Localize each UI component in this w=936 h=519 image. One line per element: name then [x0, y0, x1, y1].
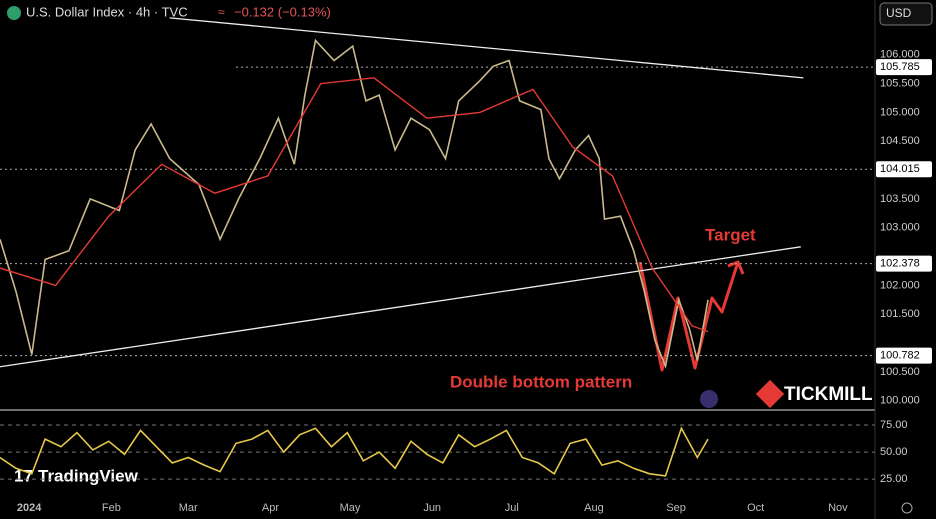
level-box	[876, 347, 932, 364]
settings-icon[interactable]	[901, 502, 913, 514]
y-tick-label: 103.500	[880, 193, 920, 205]
y-tick-label: 100.500	[880, 366, 920, 378]
x-tick-label: Nov	[828, 502, 848, 514]
y-tick-label: 103.000	[880, 222, 920, 234]
y-tick-label: 106.000	[880, 49, 920, 61]
event-icon	[700, 390, 718, 408]
level-label: 102.378	[880, 258, 920, 270]
y-tick-label: 100.000	[880, 395, 920, 407]
y-tick-label: 75.00	[880, 419, 908, 431]
y-tick-label: 104.500	[880, 135, 920, 147]
x-tick-label: Mar	[179, 502, 198, 514]
annotation: Double bottom pattern	[450, 372, 632, 391]
broker-name: TICKMILL	[784, 384, 873, 405]
indicator-icon: ≈	[218, 5, 225, 19]
pattern-drawing	[638, 260, 745, 372]
currency-button[interactable]	[879, 2, 933, 26]
price-line	[0, 38, 709, 369]
price-line	[0, 426, 709, 477]
x-tick-label: Jul	[505, 502, 519, 514]
platform-name: TradingView	[38, 466, 139, 485]
annotation: Target	[705, 225, 756, 244]
platform-logo: 17	[14, 466, 33, 485]
level-label: 100.782	[880, 350, 920, 362]
trend-line	[169, 17, 804, 79]
price-change: −0.132 (−0.13%)	[234, 4, 331, 19]
y-tick-label: 102.000	[880, 279, 920, 291]
x-tick-label: Sep	[666, 502, 686, 514]
chart-title: U.S. Dollar Index · 4h · TVC	[26, 4, 188, 19]
x-tick-label: Oct	[747, 502, 764, 514]
y-tick-label: 105.500	[880, 78, 920, 90]
level-box	[876, 161, 932, 178]
x-tick-label: Jun	[423, 502, 441, 514]
x-tick-label: 2024	[17, 502, 42, 514]
x-tick-label: May	[340, 502, 361, 514]
symbol-icon	[7, 6, 21, 20]
y-tick-label: 105.000	[880, 106, 920, 118]
level-box	[876, 255, 932, 272]
level-box	[876, 59, 932, 76]
broker-logo	[755, 379, 785, 409]
y-tick-label: 25.00	[880, 473, 908, 485]
trend-line	[0, 246, 801, 368]
price-line	[0, 77, 709, 333]
level-label: 104.015	[880, 163, 920, 175]
currency-label[interactable]: USD	[886, 6, 912, 20]
x-tick-label: Feb	[102, 502, 121, 514]
level-label: 105.785	[880, 61, 920, 73]
y-tick-label: 50.00	[880, 446, 908, 458]
y-tick-label: 101.500	[880, 308, 920, 320]
x-tick-label: Apr	[262, 502, 279, 514]
x-tick-label: Aug	[584, 502, 604, 514]
